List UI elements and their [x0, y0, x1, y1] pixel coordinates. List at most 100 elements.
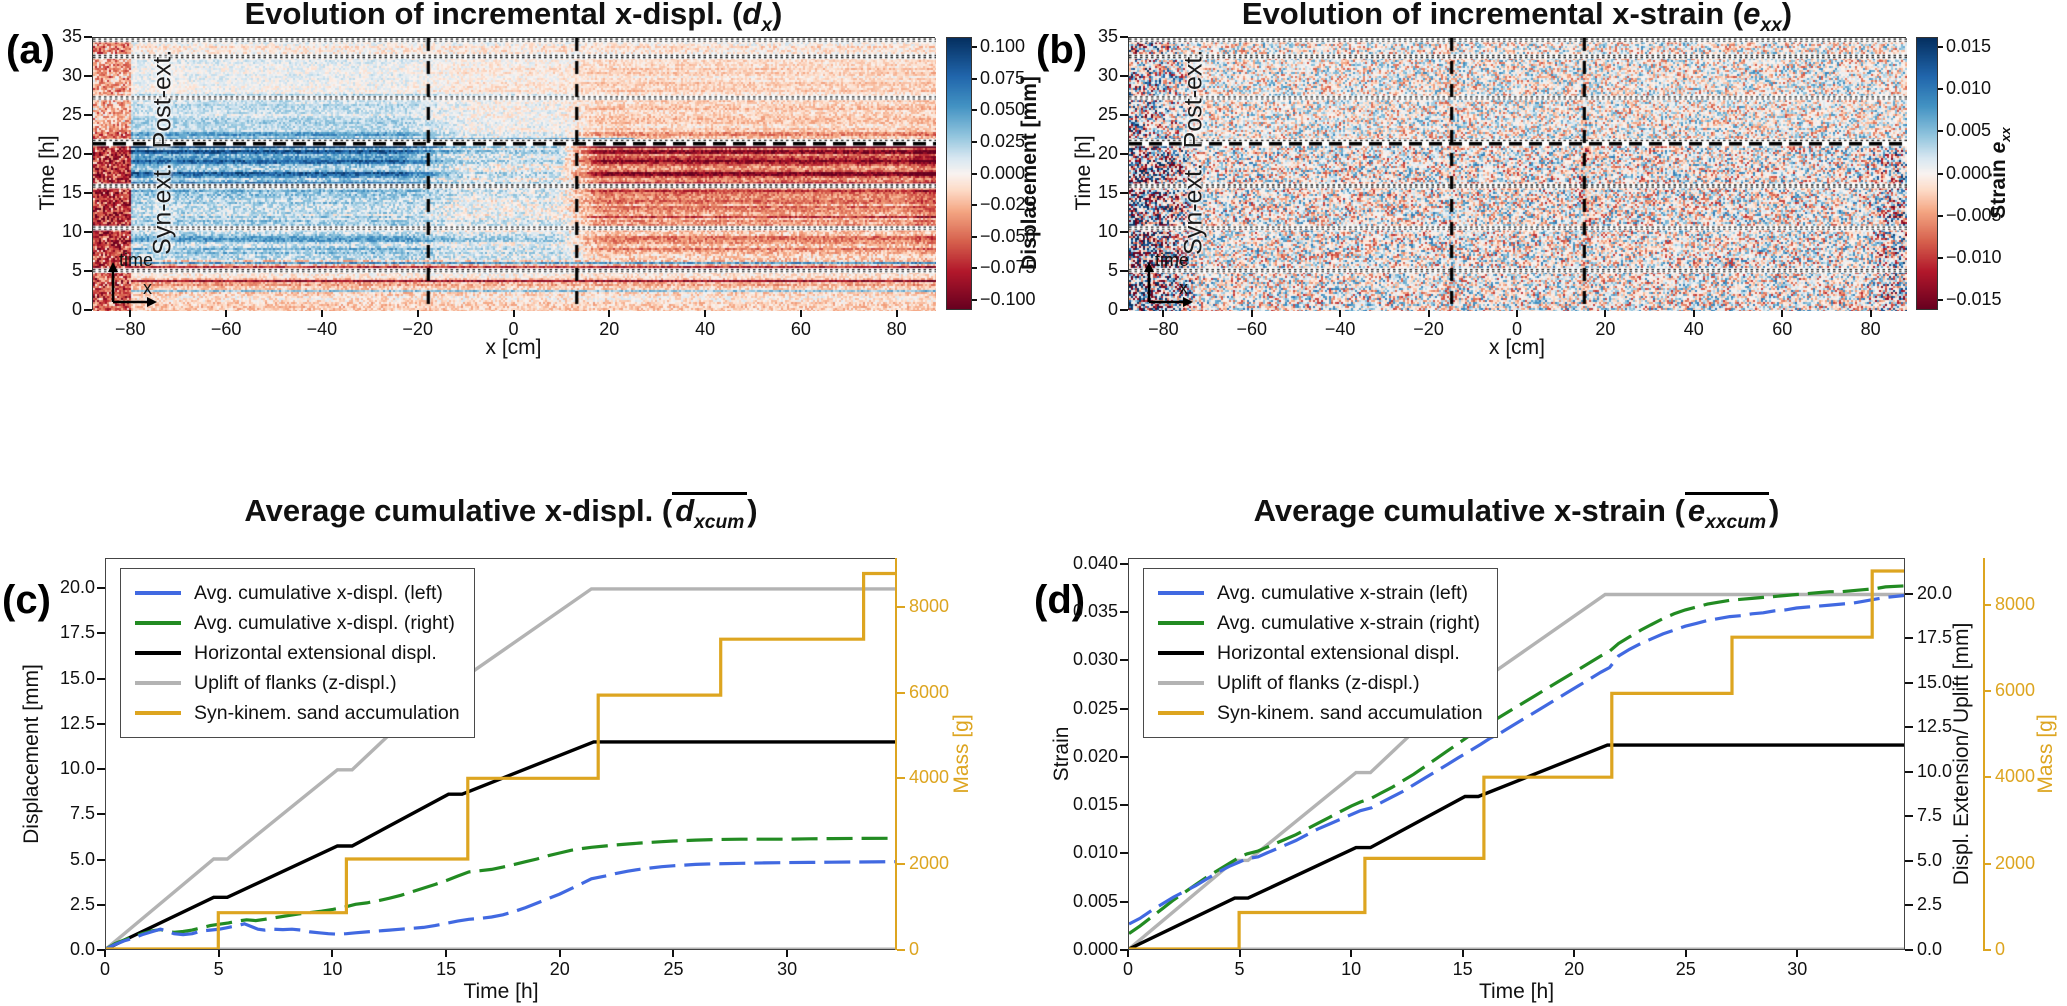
heatmap-panel-b: Post-ext. Syn-ext. time x — [1128, 37, 1907, 311]
colorbar-tick-mark — [1938, 130, 1943, 133]
x-tick-mark — [1339, 310, 1342, 317]
y-tick-label: 0.005 — [1072, 890, 1118, 911]
phase-label-syn-ext-b: Syn-ext. — [1179, 163, 1208, 255]
x-tick-mark — [608, 310, 611, 317]
x-tick-label: 20 — [549, 959, 570, 979]
colorbar-tick-label: −0.100 — [980, 288, 1036, 309]
panel-label-a: (a) — [6, 28, 55, 72]
y2-tick-label: 8000 — [1995, 593, 2036, 614]
y2-tick-label: 2.5 — [1917, 894, 1943, 915]
colorbar-b — [1916, 37, 1938, 310]
legend-entry: Uplift of flanks (z-displ.) — [1158, 668, 1483, 698]
legend-line-sample-black — [1158, 651, 1204, 655]
y2-tick-label: 8000 — [909, 595, 950, 616]
y-tick-mark — [84, 231, 92, 233]
colorbar-tick-label: 0.025 — [980, 130, 1026, 151]
y2-tick-mark — [897, 605, 905, 608]
x-tick-label: 20 — [1595, 319, 1616, 339]
colorbar-tick-mark — [972, 298, 977, 301]
series-line-orange — [106, 571, 896, 949]
title-c-text: Average cumulative x-displ. ( — [244, 493, 673, 528]
y2-tick-mark — [1983, 949, 1991, 951]
x-tick-mark — [1238, 950, 1241, 957]
legend-line-sample-gray — [135, 681, 181, 685]
y-tick-label: 0.020 — [1072, 745, 1118, 766]
y2-tick-mark — [897, 691, 905, 694]
legend-entry: Horizontal extensional displ. — [1158, 638, 1483, 668]
y-tick-mark — [1120, 192, 1128, 194]
x-tick-mark — [331, 950, 334, 957]
x-tick-mark — [558, 950, 561, 957]
heatmap-panel-a: Post-ext. Syn-ext. time x — [92, 37, 936, 311]
colorbar-tick-mark — [972, 204, 977, 207]
colorbar-label-strain-var: e — [1986, 141, 2010, 154]
x-tick-label: −80 — [1148, 319, 1179, 339]
legend-label: Uplift of flanks (z-displ.) — [194, 671, 397, 694]
title-d-var: e — [1687, 493, 1706, 528]
colorbar-tick-label: 0.075 — [980, 67, 1026, 88]
series-line-green — [106, 836, 896, 949]
x-tick-mark — [1604, 310, 1607, 317]
legend-line-sample-green — [1158, 621, 1204, 625]
y2-tick-label: 6000 — [909, 681, 950, 702]
y2-tick-mark — [1983, 603, 1991, 606]
title-b-suffix: ) — [1781, 0, 1793, 31]
colorbar-tick-mark — [972, 46, 977, 49]
y-tick-label: 12.5 — [59, 712, 95, 733]
x-arrow-label-b: x — [1179, 278, 1188, 298]
axis-label-x-a: x [cm] — [485, 336, 542, 359]
y2-tick-label: 10.0 — [1917, 760, 1953, 781]
x-tick-label: 15 — [436, 959, 457, 979]
legend-line-sample-blue — [135, 591, 181, 595]
series-line-black — [106, 740, 896, 949]
y-tick-mark — [97, 632, 105, 635]
y2-tick-mark — [1905, 949, 1913, 951]
y2-tick-label: 0 — [1995, 939, 2006, 959]
mass-axis-spine-d — [1983, 558, 1985, 950]
y-tick-label: 7.5 — [69, 803, 95, 824]
y2-tick-mark — [1905, 770, 1913, 773]
x-tick-mark — [512, 310, 515, 317]
x-tick-label: 60 — [1772, 319, 1793, 339]
x-tick-label: 25 — [1675, 959, 1696, 979]
y-tick-label: 0.0 — [69, 939, 95, 959]
x-tick-mark — [1162, 310, 1165, 317]
legend-label: Horizontal extensional displ. — [1217, 641, 1460, 664]
series-line-black — [1129, 743, 1904, 949]
y-tick-label: 5 — [1107, 260, 1118, 280]
time-arrow-label-a: time — [119, 250, 153, 270]
x-tick-label: 40 — [695, 319, 716, 339]
y-tick-mark — [97, 722, 105, 725]
colorbar-tick-mark — [972, 109, 977, 112]
legend-entry: Syn-kinem. sand accumulation — [135, 698, 460, 728]
x-tick-mark — [320, 310, 323, 317]
y-tick-mark — [97, 949, 105, 951]
x-tick-mark — [1692, 310, 1695, 317]
x-tick-mark — [104, 950, 106, 957]
colorbar-tick-mark — [1938, 256, 1943, 259]
x-tick-mark — [1427, 310, 1430, 317]
y-tick-label: 0.040 — [1072, 552, 1118, 573]
title-a-text: Evolution of incremental x-displ. ( — [244, 0, 743, 31]
panel-b-title: Evolution of incremental x-strain (exx) — [1128, 0, 1906, 37]
x-tick-mark — [217, 950, 220, 957]
x-tick-mark — [1796, 950, 1799, 957]
x-tick-mark — [672, 950, 675, 957]
y-tick-mark — [97, 903, 105, 906]
x-tick-label: 0 — [508, 319, 519, 339]
y-tick-label: 20 — [61, 143, 82, 163]
y2-tick-label: 17.5 — [1917, 627, 1953, 648]
y-tick-mark — [1120, 755, 1128, 758]
title-a-var: d — [742, 0, 762, 31]
y-tick-mark — [84, 309, 92, 311]
colorbar-tick-label: −0.025 — [980, 194, 1036, 215]
x-tick-label: −60 — [1236, 319, 1268, 339]
y2-tick-mark — [1905, 904, 1913, 907]
legend-label: Avg. cumulative x-strain (left) — [1217, 581, 1469, 604]
phase-label-post-ext-a: Post-ext. — [148, 49, 177, 149]
y-tick-mark — [1120, 949, 1128, 951]
panel-label-b: (b) — [1036, 28, 1088, 72]
phase-label-syn-ext-a: Syn-ext. — [148, 163, 177, 255]
legend-line-sample-gray — [1158, 681, 1204, 685]
colorbar-tick-label: 0.015 — [1946, 36, 1992, 57]
